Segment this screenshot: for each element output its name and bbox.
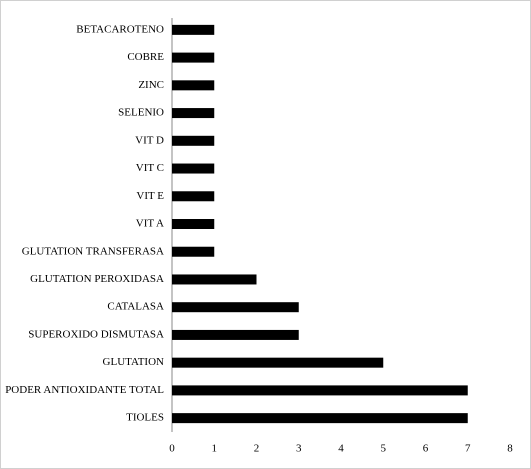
y-tick-label: VIT D: [135, 134, 164, 146]
bar: [172, 24, 215, 35]
y-tick-label: TIOLES: [126, 412, 164, 424]
y-tick-label: GLUTATION TRANSFERASA: [22, 245, 164, 257]
x-tick-label: 4: [338, 443, 344, 455]
y-tick-label: ZINC: [138, 79, 164, 91]
y-tick-label: BETACAROTENO: [76, 23, 164, 35]
bar: [172, 135, 215, 146]
y-tick-label: CATALASA: [107, 301, 164, 313]
bar: [172, 385, 468, 396]
x-tick-label: 7: [465, 443, 471, 455]
y-tick-label: VIT A: [136, 218, 164, 230]
bar: [172, 274, 257, 285]
y-tick-label: GLUTATION: [103, 356, 164, 368]
y-tick-label: GLUTATION PEROXIDASA: [30, 273, 164, 285]
y-tick-label: SUPEROXIDO DISMUTASA: [28, 328, 164, 340]
bar: [172, 52, 215, 63]
y-tick-label: VIT E: [136, 190, 164, 202]
x-tick-label: 2: [254, 443, 260, 455]
bar: [172, 219, 215, 229]
y-tick-label: COBRE: [127, 51, 164, 63]
bar: [172, 357, 384, 368]
bar: [172, 191, 215, 202]
bar: [172, 246, 215, 257]
bar: [172, 163, 215, 174]
x-tick-label: 3: [296, 443, 302, 455]
bar: [172, 302, 299, 313]
y-tick-label: VIT C: [136, 162, 164, 174]
bar: [172, 108, 215, 119]
x-tick-label: 5: [381, 443, 387, 455]
bar: [172, 329, 299, 340]
x-tick-label: 0: [169, 443, 175, 455]
x-tick-label: 1: [212, 443, 218, 455]
x-tick-label: 8: [507, 443, 513, 455]
y-tick-label: SELENIO: [118, 107, 164, 119]
y-tick-label: PODER ANTIOXIDANTE TOTAL: [5, 384, 164, 396]
bar: [172, 413, 468, 424]
bar: [172, 80, 215, 91]
x-tick-label: 6: [423, 443, 429, 455]
